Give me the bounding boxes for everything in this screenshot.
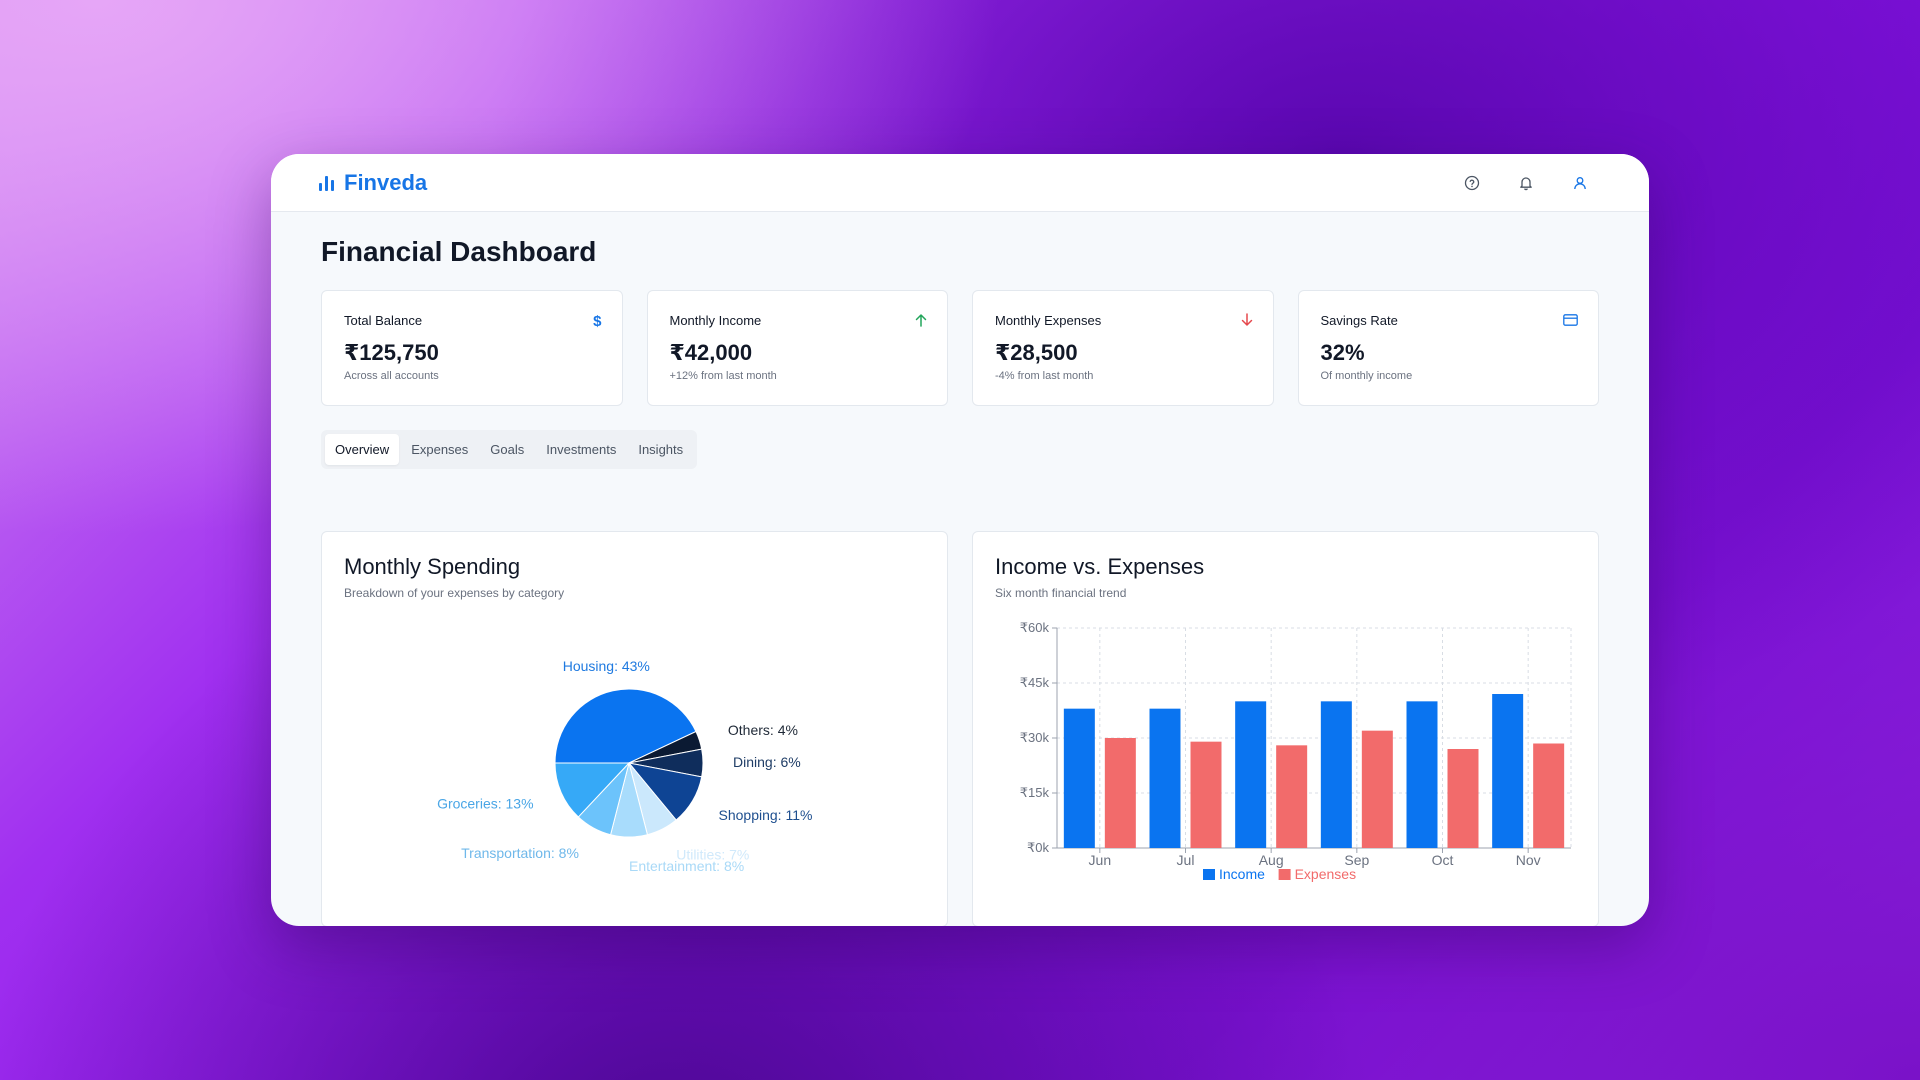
legend-label-expenses[interactable]: Expenses [1295,866,1356,882]
page-title: Financial Dashboard [321,236,597,267]
brand[interactable]: Finveda [319,170,427,196]
income-expenses-bar-chart: ₹0k ₹15k ₹30k ₹45k ₹60k Jun Jul Aug Sep Oct Nov Inc… [1020,620,1572,882]
card-monthly-income: Monthly Income ₹42,000 +12% from last mo… [646,290,948,406]
app-window: Finveda Financial Dashboard Total Balanc… [271,154,1649,926]
bar-expenses-nov[interactable] [1533,743,1565,849]
bell-icon[interactable] [1517,174,1535,192]
arrow-down-icon [1241,313,1253,331]
panel-title: Income vs. Expenses [995,554,1205,579]
header-actions [1463,174,1589,192]
card-value: 32% [1320,340,1365,365]
tab-insights[interactable]: Insights [638,442,684,457]
card-value: ₹28,500 [995,340,1078,365]
card-subtext: +12% from last month [669,370,777,382]
spending-pie-chart: Housing: 43% Others: 4% Dining: 6% Shopping… [437,658,813,874]
x-tick-label: Nov [1516,852,1541,868]
card-label: Total Balance [344,313,423,328]
bar-expenses-jul[interactable] [1190,741,1222,848]
y-tick-label: ₹45k [1020,675,1050,690]
bar-expenses-aug[interactable] [1276,745,1308,848]
bar-income-nov[interactable] [1492,694,1524,848]
x-tick-label: Aug [1259,852,1284,868]
arrow-up-icon [915,313,927,331]
card-value: ₹125,750 [344,340,439,365]
tab-investments[interactable]: Investments [546,442,617,457]
summary-cards: Total Balance $ ₹125,750 Across all acco… [321,290,1599,406]
bar-income-aug[interactable] [1235,701,1267,848]
panel-subtitle: Breakdown of your expenses by category [344,586,565,600]
bar-income-jul[interactable] [1149,708,1181,848]
pie-label-others: Others: 4% [728,722,798,738]
y-tick-label: ₹30k [1020,730,1050,745]
income-expenses-panel: Income vs. Expenses Six month financial … [972,531,1599,926]
help-circle-icon[interactable] [1463,174,1481,192]
pie-label-shopping: Shopping: 11% [719,807,813,823]
card-label: Monthly Income [669,313,762,328]
brand-name: Finveda [344,169,428,195]
card-savings-rate: Savings Rate 32% Of monthly income [1297,290,1599,406]
y-tick-label: ₹0k [1027,840,1050,855]
y-tick-label: ₹15k [1020,785,1050,800]
panel-subtitle: Six month financial trend [995,586,1127,600]
legend-swatch-income [1203,869,1215,880]
bar-expenses-jun[interactable] [1104,738,1136,848]
main-content: Financial Dashboard Total Balance $ ₹125… [271,212,1649,926]
card-monthly-expenses: Monthly Expenses ₹28,500 -4% from last m… [972,290,1274,406]
top-bar: Finveda [271,154,1649,212]
credit-card-icon [1563,313,1578,330]
chart-panels: Monthly Spending Breakdown of your expen… [321,531,1599,926]
card-subtext: -4% from last month [995,370,1094,382]
x-tick-label: Oct [1432,852,1454,868]
pie-slice-housing[interactable] [554,688,697,764]
monthly-spending-panel: Monthly Spending Breakdown of your expen… [321,531,948,926]
legend-label-income[interactable]: Income [1219,866,1265,882]
pie-label-dining: Dining: 6% [733,754,801,770]
pie-label-transportation: Transportation: 8% [461,845,579,861]
legend-swatch-expenses [1278,869,1291,880]
card-label: Monthly Expenses [995,313,1102,328]
bar-expenses-oct[interactable] [1447,749,1479,848]
tab-expenses[interactable]: Expenses [411,442,469,457]
card-subtext: Across all accounts [344,370,439,382]
bar-income-sep[interactable] [1320,701,1352,848]
pie-slice-groceries[interactable] [554,762,631,818]
pie-label-housing: Housing: 43% [563,658,650,674]
pie-label-groceries: Groceries: 13% [437,795,533,811]
user-icon[interactable] [1571,174,1589,192]
x-tick-label: Sep [1344,852,1369,868]
card-value: ₹42,000 [669,340,753,365]
card-total-balance: Total Balance $ ₹125,750 Across all acco… [321,290,623,406]
tab-overview[interactable]: Overview [325,434,400,465]
bar-income-jun[interactable] [1063,708,1095,848]
tab-bar: Overview Expenses Goals Investments Insi… [321,430,698,469]
pie-label-entertainment: Entertainment: 8% [629,858,744,874]
x-tick-label: Jun [1089,852,1112,868]
panel-title: Monthly Spending [344,554,521,579]
tab-goals[interactable]: Goals [490,442,525,457]
bar-chart-icon [319,175,334,191]
card-subtext: Of monthly income [1320,370,1413,382]
card-label: Savings Rate [1320,313,1398,328]
bar-expenses-sep[interactable] [1361,730,1393,848]
dollar-icon: $ [593,313,602,330]
bar-income-oct[interactable] [1406,701,1438,848]
pie-label-utilities: Utilities: 7% [676,847,749,863]
y-tick-label: ₹60k [1020,620,1050,635]
x-tick-label: Jul [1177,852,1195,868]
